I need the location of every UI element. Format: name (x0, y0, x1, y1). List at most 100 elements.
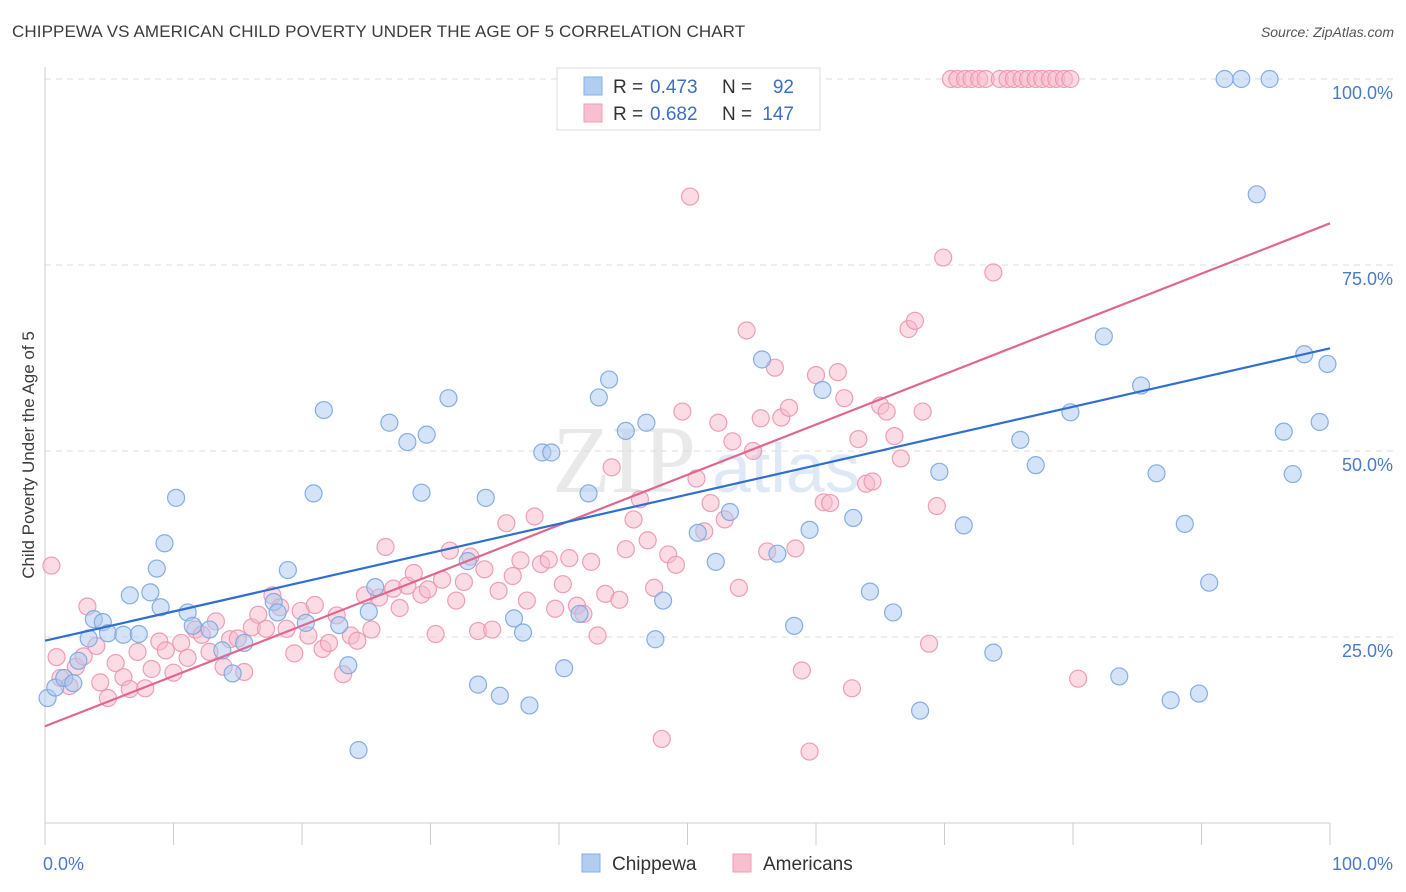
chippewa-point (616, 421, 635, 441)
americans-point (489, 581, 508, 600)
americans-point (582, 552, 601, 571)
legend-swatch-americans (583, 103, 603, 123)
chippewa-point (304, 484, 323, 503)
americans-point (927, 496, 946, 516)
chippewa-point (542, 443, 561, 462)
americans-point (418, 580, 438, 599)
chippewa-point (398, 432, 417, 452)
americans-point (877, 402, 896, 421)
americans-point (91, 673, 110, 692)
y-axis-title: Child Poverty Under the Age of 5 (19, 331, 38, 579)
chippewa-point (1161, 691, 1180, 710)
bottom-legend-label-chippewa: Chippewa (612, 854, 697, 875)
americans-point (156, 641, 175, 660)
americans-point (503, 566, 522, 586)
chippewa-point (579, 484, 598, 503)
americans-point (792, 661, 811, 680)
legend-n-value-americans: 147 (762, 104, 794, 125)
chippewa-point (706, 552, 725, 571)
chippewa-point (930, 462, 949, 481)
americans-point (765, 358, 784, 377)
chippewa-point (844, 508, 863, 528)
americans-point (497, 514, 516, 533)
chippewa-point (183, 616, 202, 635)
americans-point (723, 432, 742, 451)
chippewa-point (490, 686, 509, 705)
chippewa-point (800, 520, 819, 539)
americans-point (475, 560, 494, 579)
americans-point (934, 248, 953, 267)
americans-point (178, 648, 197, 667)
americans-point (483, 620, 502, 639)
americans-point (42, 556, 61, 575)
americans-point (624, 510, 643, 529)
trend-lines (44, 222, 1331, 728)
americans-point (390, 598, 409, 618)
americans-point (305, 595, 324, 615)
chippewa-point (1283, 464, 1302, 484)
chippewa-point (64, 674, 83, 693)
x-tick-label: 100.0% (1332, 854, 1393, 874)
americans-point (737, 321, 756, 340)
chippewa-point (883, 603, 903, 622)
chippewa-point (954, 516, 973, 535)
chippewa-point (688, 523, 707, 542)
x-tick-label: 0.0% (43, 854, 84, 874)
chippewa-point (114, 625, 133, 644)
chippewa-point (69, 651, 88, 670)
americans-point (553, 575, 572, 594)
chippewa-point (155, 534, 174, 553)
americans-point (835, 389, 854, 408)
chippewa-point (1274, 422, 1293, 441)
americans-point (539, 550, 558, 569)
americans-point (142, 659, 161, 679)
chippewa-point (653, 591, 673, 610)
americans-point (454, 572, 474, 592)
chippewa-point (1175, 514, 1194, 534)
americans-point (249, 605, 268, 624)
legend-r-value-americans: 0.682 (650, 104, 698, 125)
legend-swatch-chippewa (583, 76, 603, 96)
chippewa-point (166, 488, 186, 507)
americans-point (128, 642, 147, 661)
americans-point (666, 555, 686, 574)
chippewa-point (1110, 667, 1129, 686)
legend-r-label-chippewa: R = (613, 77, 643, 98)
americans-point (517, 591, 536, 610)
chippewa-point (1260, 69, 1279, 89)
legend-n-label-chippewa: N = (722, 77, 752, 98)
americans-trend-line (44, 222, 1331, 728)
legend-n-value-chippewa: 92 (773, 77, 794, 98)
americans-point (913, 402, 932, 421)
americans-point (680, 187, 700, 206)
chippewa-point (417, 425, 436, 444)
chippewa-point (860, 582, 880, 601)
chippewa-point (504, 609, 524, 628)
legend-n-label-americans: N = (722, 104, 752, 125)
americans-point (106, 653, 125, 673)
legend-r-value-chippewa: 0.473 (650, 77, 698, 98)
americans-point (885, 427, 904, 446)
y-tick-label: 50.0% (1342, 455, 1393, 475)
americans-point (800, 742, 819, 761)
chippewa-point (1310, 412, 1329, 432)
americans-point (47, 647, 66, 667)
americans-point (891, 449, 910, 468)
chippewa-points (38, 69, 1337, 760)
americans-point (751, 409, 770, 428)
americans-point (136, 679, 155, 698)
chippewa-point (1189, 684, 1209, 703)
americans-point (525, 507, 544, 526)
chippewa-point (200, 620, 219, 639)
americans-point (644, 578, 664, 597)
americans-point (701, 493, 720, 513)
americans-point (376, 537, 395, 557)
chippewa-point (910, 701, 930, 720)
tick-labels: 25.0% 50.0% 75.0% 100.0% 0.0% 100.0% (43, 83, 1393, 874)
chippewa-point (380, 413, 399, 432)
americans-point (256, 619, 276, 638)
americans-point (1069, 669, 1088, 688)
chippewa-point (141, 583, 160, 602)
americans-point (673, 402, 692, 421)
americans-point (616, 540, 635, 559)
